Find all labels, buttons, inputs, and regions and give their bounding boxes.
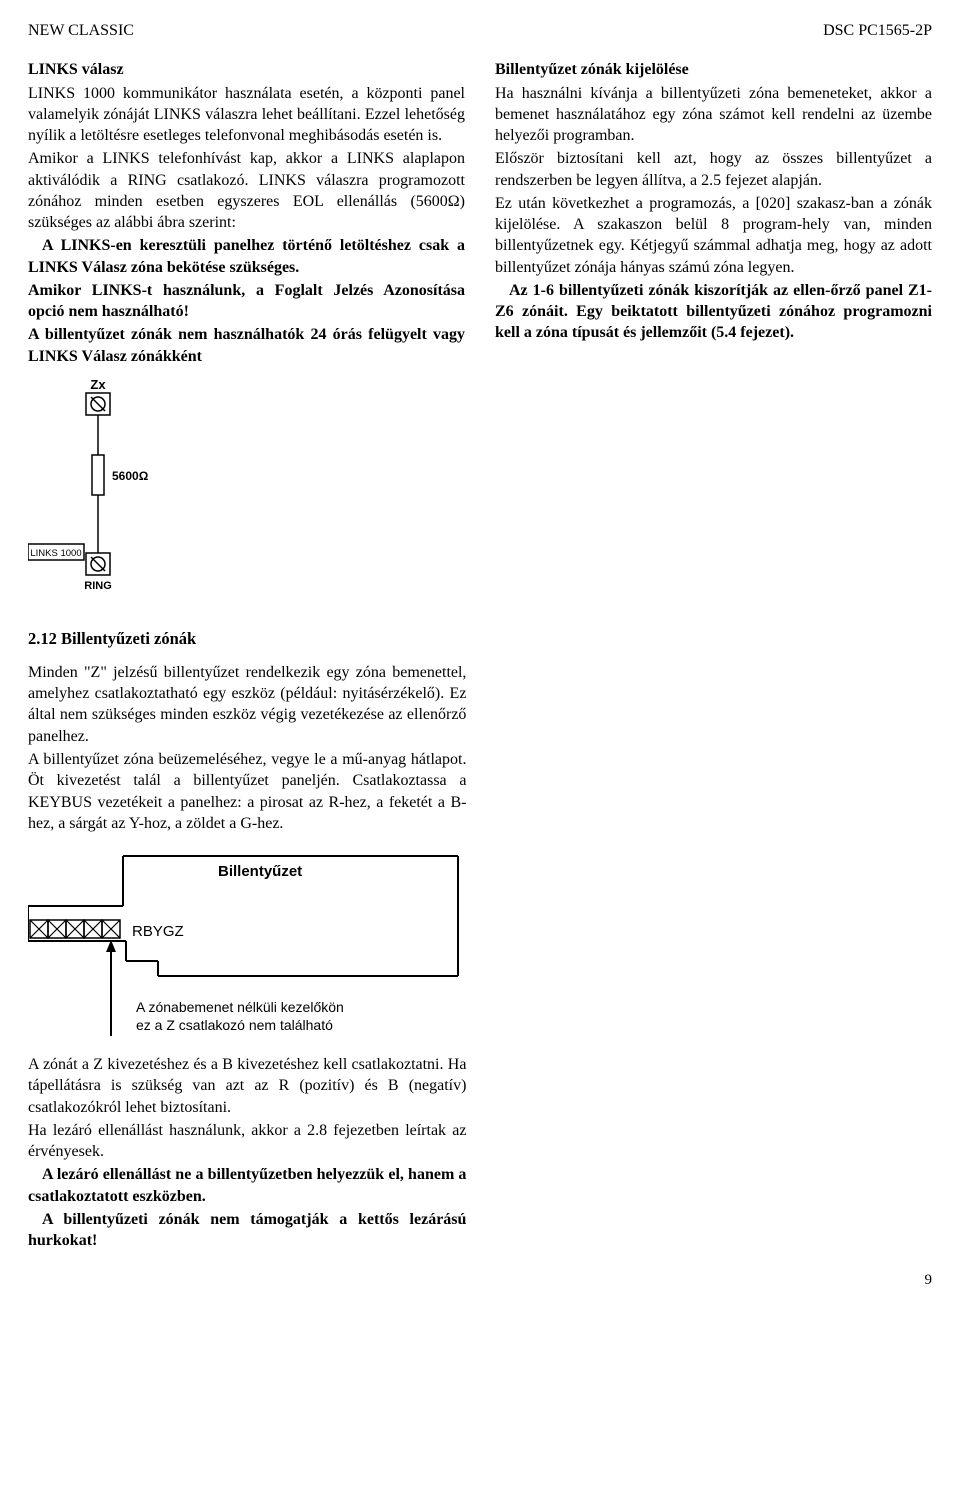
section-212-block2: A zónát a Z kivezetéshez és a B kivezeté…: [28, 1054, 466, 1251]
page-header: NEW CLASSIC DSC PC1565-2P: [28, 20, 932, 41]
col-left-p5: A billentyűzet zónák nem használhatók 24…: [28, 324, 465, 367]
diagram1-zx-label: Zx: [90, 377, 106, 392]
diagram1-links1000-label: LINKS 1000: [30, 548, 81, 559]
section-212-block1: Minden "Z" jelzésű billentyűzet rendelke…: [28, 662, 466, 834]
header-left: NEW CLASSIC: [28, 20, 134, 41]
links-wiring-diagram: Zx 5600Ω LINKS 1000 RIN: [28, 377, 465, 592]
col-left-p3: A LINKS-en keresztüli panelhez történő l…: [28, 235, 465, 278]
col-left-p1: LINKS 1000 kommunikátor használata eseté…: [28, 83, 465, 147]
sec212-p2a: A zónát a Z kivezetéshez és a B kivezeté…: [28, 1054, 466, 1118]
diagram1-res-label: 5600Ω: [112, 469, 149, 483]
col-left-p2: Amikor a LINKS telefonhívást kap, akkor …: [28, 148, 465, 233]
sec212-p4: A billentyűzeti zónák nem támogatják a k…: [28, 1209, 466, 1252]
col-left-p4: Amikor LINKS-t használunk, a Foglalt Jel…: [28, 280, 465, 323]
section-212-heading: 2.12 Billentyűzeti zónák: [28, 628, 932, 650]
diagram1-svg: Zx 5600Ω LINKS 1000 RIN: [28, 377, 158, 592]
diagram2-top-label: Billentyűzet: [218, 863, 302, 880]
diagram2-note2: ez a Z csatlakozó nem található: [136, 1017, 333, 1033]
diagram2-svg: Billentyűzet RBYGZ A zónabemenet nélküli…: [28, 846, 468, 1046]
two-column-body: LINKS válasz LINKS 1000 kommunikátor has…: [28, 59, 932, 592]
col-right-p2: Először biztosítani kell azt, hogy az ös…: [495, 148, 932, 191]
keypad-wiring-diagram: Billentyűzet RBYGZ A zónabemenet nélküli…: [28, 846, 932, 1046]
diagram2-rbygz-label: RBYGZ: [132, 923, 184, 940]
header-right: DSC PC1565-2P: [823, 20, 932, 41]
diagram2-note1: A zónabemenet nélküli kezelőkön: [136, 999, 344, 1015]
terminal-strip: [30, 920, 120, 938]
col-right-p4: Az 1-6 billentyűzeti zónák kiszorítják a…: [495, 280, 932, 344]
links-valasz-title: LINKS válasz: [28, 59, 465, 80]
right-column: Billentyűzet zónák kijelölése Ha használ…: [495, 59, 932, 592]
sec212-p3: A lezáró ellenállást ne a billentyűzetbe…: [28, 1164, 466, 1207]
sec212-p1a: Minden "Z" jelzésű billentyűzet rendelke…: [28, 662, 466, 747]
sec212-p1b: A billentyűzet zóna beüzemeléséhez, vegy…: [28, 749, 466, 834]
left-column: LINKS válasz LINKS 1000 kommunikátor has…: [28, 59, 465, 592]
sec212-p2b: Ha lezáró ellenállást használunk, akkor …: [28, 1120, 466, 1163]
billentyuzet-zonak-title: Billentyűzet zónák kijelölése: [495, 59, 932, 80]
col-right-p3: Ez után következhet a programozás, a [02…: [495, 193, 932, 278]
diagram1-ring-label: RING: [84, 580, 112, 592]
col-right-p1: Ha használni kívánja a billentyűzeti zón…: [495, 83, 932, 147]
page-number: 9: [28, 1271, 932, 1291]
